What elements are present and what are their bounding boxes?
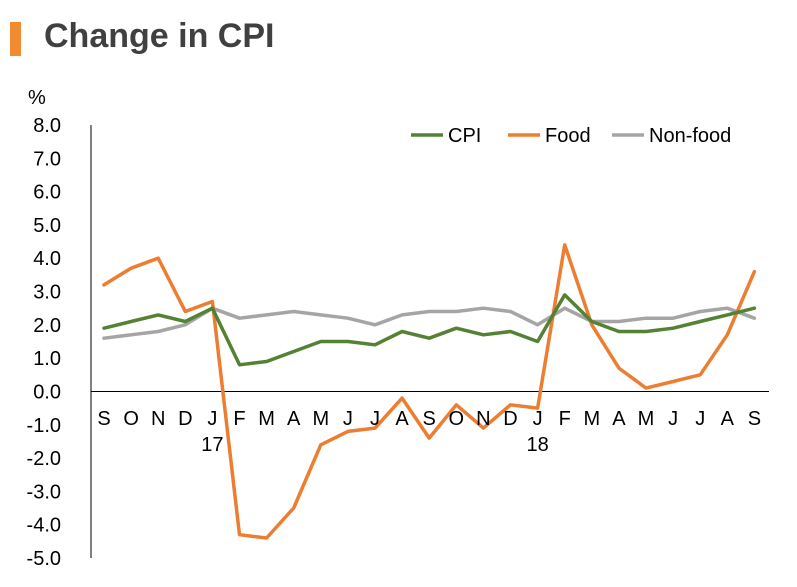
x-tick-label: A [287, 408, 301, 430]
y-axis-unit-label: % [28, 87, 46, 109]
y-tick-label: -5.0 [27, 548, 61, 570]
x-tick-label: A [395, 408, 409, 430]
x-tick-label: M [258, 408, 275, 430]
x-tick-label: M [312, 408, 329, 430]
x-tick-label: F [559, 408, 571, 430]
y-tick-label: 4.0 [33, 248, 61, 270]
legend: CPI Food Non-food [411, 125, 731, 147]
legend-label-food: Food [545, 125, 591, 147]
x-tick-label: J [695, 408, 705, 430]
y-tick-label: -4.0 [27, 515, 61, 537]
x-tick-label: J [370, 408, 380, 430]
x-tick-label: J [533, 408, 543, 430]
x-axis-year-labels: 17 18 [201, 434, 548, 456]
title-accent-bar [10, 22, 21, 56]
x-tick-label: S [423, 408, 436, 430]
x-tick-label: A [721, 408, 735, 430]
y-axis-ticks: 8.0 7.0 6.0 5.0 4.0 3.0 2.0 1.0 0.0 -1.0 -2.0 -3.0 -… [27, 115, 61, 570]
y-tick-label: 5.0 [33, 215, 61, 237]
x-year-label: 18 [526, 434, 548, 456]
x-tick-label: A [612, 408, 626, 430]
x-tick-label: D [178, 408, 192, 430]
x-tick-label: O [449, 408, 465, 430]
x-tick-label: N [476, 408, 490, 430]
y-tick-label: -2.0 [27, 448, 61, 470]
y-tick-label: -1.0 [27, 415, 61, 437]
series-lines [102, 243, 757, 540]
y-tick-label: 3.0 [33, 282, 61, 304]
x-tick-label: J [668, 408, 678, 430]
x-tick-label: M [583, 408, 600, 430]
cpi-series-line [102, 293, 757, 367]
legend-label-non-food: Non-food [649, 125, 731, 147]
x-year-label: 17 [201, 434, 223, 456]
y-tick-label: -3.0 [27, 481, 61, 503]
x-tick-label: S [748, 408, 761, 430]
x-tick-label: O [123, 408, 139, 430]
x-tick-label: M [638, 408, 655, 430]
legend-label-cpi: CPI [448, 125, 481, 147]
x-tick-label: J [343, 408, 353, 430]
y-tick-label: 8.0 [33, 115, 61, 137]
x-tick-label: N [151, 408, 165, 430]
x-tick-label: F [233, 408, 245, 430]
food-series-line [102, 243, 757, 540]
y-tick-label: 0.0 [33, 381, 61, 403]
x-tick-label: D [503, 408, 517, 430]
y-tick-label: 6.0 [33, 182, 61, 204]
x-tick-label: S [97, 408, 110, 430]
y-tick-label: 1.0 [33, 348, 61, 370]
y-tick-label: 2.0 [33, 315, 61, 337]
chart-title: Change in CPI [44, 17, 275, 55]
x-tick-label: J [207, 408, 217, 430]
y-tick-label: 7.0 [33, 148, 61, 170]
